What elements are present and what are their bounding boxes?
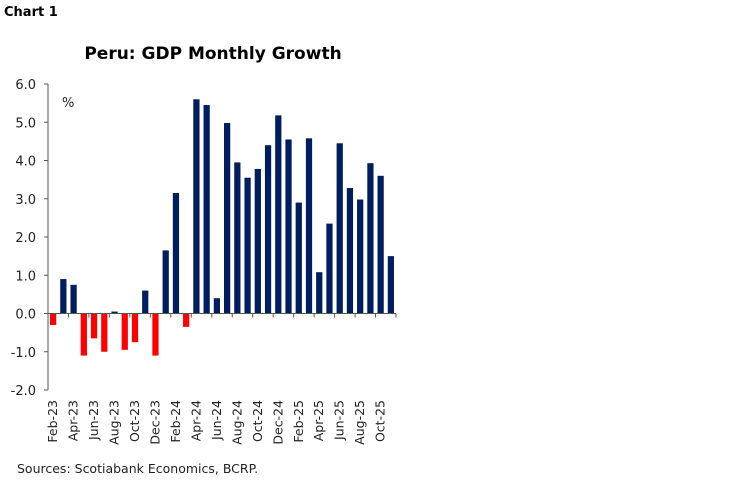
chart-title: Peru: GDP Monthly Growth [84, 44, 342, 64]
bar [295, 202, 302, 314]
bar [316, 272, 323, 314]
bar [172, 193, 180, 314]
bar [234, 162, 241, 314]
bar [80, 313, 87, 356]
chart-header: Chart 1 [4, 5, 58, 20]
bar [387, 256, 394, 314]
bar [50, 313, 57, 325]
bar [244, 177, 251, 314]
x-tick-label: Jun-24 [209, 400, 224, 441]
bar [305, 138, 313, 314]
x-tick-label: Dec-24 [270, 400, 285, 445]
x-tick-label: Feb-24 [168, 400, 183, 443]
x-tick-label: Oct-24 [250, 400, 265, 442]
x-tick-label: Feb-25 [291, 400, 306, 443]
bar [121, 313, 128, 350]
bar [60, 279, 67, 314]
bar [193, 99, 200, 314]
bar [346, 188, 354, 314]
bar [111, 311, 118, 314]
y-tick-label: -2.0 [11, 384, 36, 399]
y-tick-label: -1.0 [11, 346, 36, 361]
bar [183, 313, 190, 327]
x-tick-label: Jun-23 [86, 400, 101, 441]
x-tick-label: Oct-23 [127, 400, 142, 442]
y-tick-label: 4.0 [15, 155, 36, 170]
x-tick-label: Aug-24 [229, 400, 244, 445]
bar [142, 290, 149, 314]
y-tick-label: 2.0 [15, 231, 36, 246]
sources-note: Sources: Scotiabank Economics, BCRP. [17, 461, 259, 476]
x-tick-label: Apr-24 [188, 400, 203, 441]
y-tick-label: 3.0 [15, 193, 36, 208]
bar [336, 143, 343, 314]
bar [162, 250, 169, 314]
bar [285, 139, 292, 314]
y-tick-label: 1.0 [15, 269, 36, 284]
bar [367, 163, 374, 314]
bar [326, 223, 333, 314]
x-tick-label: Oct-25 [373, 400, 388, 442]
y-tick-label: 5.0 [15, 116, 36, 131]
bar [254, 168, 261, 314]
bar [90, 313, 98, 339]
bar [224, 123, 231, 314]
bar [101, 313, 108, 352]
x-tick-label: Aug-23 [107, 400, 122, 445]
bar [264, 145, 272, 314]
bar [131, 313, 139, 343]
y-tick-label: 0.0 [15, 308, 36, 323]
x-tick-label: Dec-23 [147, 400, 162, 445]
x-tick-label: Feb-23 [45, 400, 60, 443]
bar [377, 175, 384, 314]
x-tick-label: Aug-25 [352, 400, 367, 445]
y-tick-label: 6.0 [15, 78, 36, 93]
bar [152, 313, 159, 356]
bar [357, 199, 364, 314]
bar [213, 298, 220, 314]
x-tick-label: Apr-23 [66, 400, 81, 441]
x-tick-label: Jun-25 [332, 400, 347, 441]
x-tick-label: Apr-25 [311, 400, 326, 441]
bar [275, 115, 282, 314]
y-unit-label: % [62, 96, 74, 111]
bar [70, 284, 77, 314]
bar [203, 105, 210, 314]
